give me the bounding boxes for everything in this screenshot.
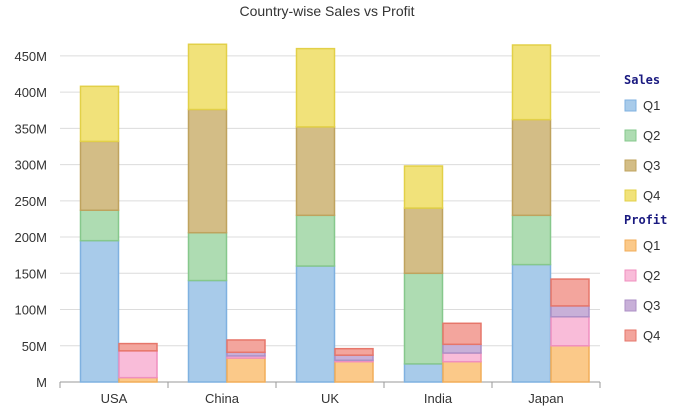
bar-profit-q1-india[interactable] [442, 360, 482, 383]
bar-sales-q4-japan[interactable] [511, 44, 552, 121]
bar-sales-q2-japan[interactable] [511, 214, 552, 266]
y-tick-label: 300M [14, 158, 47, 173]
bar-profit-q4-india[interactable] [442, 322, 482, 346]
y-tick-label: 400M [14, 85, 47, 100]
legend-swatch[interactable] [624, 269, 637, 282]
y-tick-label: 250M [14, 194, 47, 209]
y-tick-label: 350M [14, 121, 47, 136]
chart-title: Country-wise Sales vs Profit [239, 3, 414, 19]
x-tick-label: UK [321, 391, 339, 406]
bar-sales-q1-usa[interactable] [79, 239, 120, 383]
bar-sales-q3-china[interactable] [187, 108, 228, 234]
bar-sales-q3-japan[interactable] [511, 118, 552, 217]
legend[interactable]: Sales Q1 Q2 Q3 Q4 Profit Q1 Q2 Q3 Q4 [624, 73, 667, 343]
bar-profit-q4-china[interactable] [226, 339, 266, 354]
x-tick-label: India [424, 391, 453, 406]
x-tick-label: China [205, 391, 240, 406]
bar-sales-q2-usa[interactable] [79, 209, 120, 242]
bar-sales-q1-uk[interactable] [295, 265, 336, 383]
legend-label[interactable]: Q4 [643, 188, 660, 203]
legend-label[interactable]: Q4 [643, 328, 660, 343]
bar-sales-q1-india[interactable] [403, 363, 444, 383]
x-tick-label: Japan [528, 391, 563, 406]
bar-sales-q2-china[interactable] [187, 231, 228, 282]
legend-swatch[interactable] [624, 99, 637, 112]
bar-sales-q3-india[interactable] [403, 207, 444, 275]
legend-swatch[interactable] [624, 329, 637, 342]
bar-profit-q3-uk[interactable] [334, 354, 374, 362]
bar-sales-q2-uk[interactable] [295, 214, 336, 267]
legend-label[interactable]: Q3 [643, 298, 660, 313]
bar-sales-q4-uk[interactable] [295, 47, 336, 128]
bar-profit-q2-usa[interactable] [118, 350, 158, 379]
legend-swatch[interactable] [624, 159, 637, 172]
bar-profit-q4-uk[interactable] [334, 347, 374, 356]
bar-sales-q1-japan[interactable] [511, 263, 552, 383]
y-tick-label: 50M [22, 339, 47, 354]
legend-swatch[interactable] [624, 239, 637, 252]
bar-sales-q4-china[interactable] [187, 43, 228, 111]
bar-sales-q3-uk[interactable] [295, 126, 336, 217]
y-tick-label: M [36, 375, 47, 390]
legend-group-title: Profit [624, 213, 667, 227]
bars [79, 43, 590, 383]
bar-sales-q4-usa[interactable] [79, 85, 120, 143]
legend-swatch[interactable] [624, 189, 637, 202]
legend-swatch[interactable] [624, 129, 637, 142]
bar-profit-q2-japan[interactable] [550, 316, 590, 347]
bar-profit-q1-japan[interactable] [550, 345, 590, 383]
legend-label[interactable]: Q3 [643, 158, 660, 173]
y-tick-label: 200M [14, 230, 47, 245]
y-axis: M 50M 100M 150M 200M 250M 300M 350M 400M 450M [14, 49, 47, 390]
bar-profit-q1-china[interactable] [226, 357, 266, 383]
x-axis: USA China UK India Japan [59, 382, 601, 406]
bar-profit-q3-japan[interactable] [550, 305, 590, 318]
legend-label[interactable]: Q2 [643, 268, 660, 283]
y-tick-label: 150M [14, 266, 47, 281]
legend-label[interactable]: Q2 [643, 128, 660, 143]
legend-label[interactable]: Q1 [643, 98, 660, 113]
y-tick-label: 100M [14, 303, 47, 318]
bar-profit-q2-india[interactable] [442, 352, 482, 363]
bar-sales-q1-china[interactable] [187, 279, 228, 383]
legend-swatch[interactable] [624, 299, 637, 312]
bar-sales-q4-india[interactable] [403, 165, 444, 209]
y-tick-label: 450M [14, 49, 47, 64]
bar-profit-q4-japan[interactable] [550, 278, 590, 307]
legend-label[interactable]: Q1 [643, 238, 660, 253]
bar-sales-q2-india[interactable] [403, 272, 444, 365]
bar-sales-q3-usa[interactable] [79, 140, 120, 211]
bar-profit-q1-uk[interactable] [334, 360, 374, 383]
bar-profit-q3-india[interactable] [442, 343, 482, 354]
legend-group-title: Sales [624, 73, 660, 87]
bar-profit-q4-usa[interactable] [118, 342, 158, 352]
x-tick-label: USA [101, 391, 128, 406]
